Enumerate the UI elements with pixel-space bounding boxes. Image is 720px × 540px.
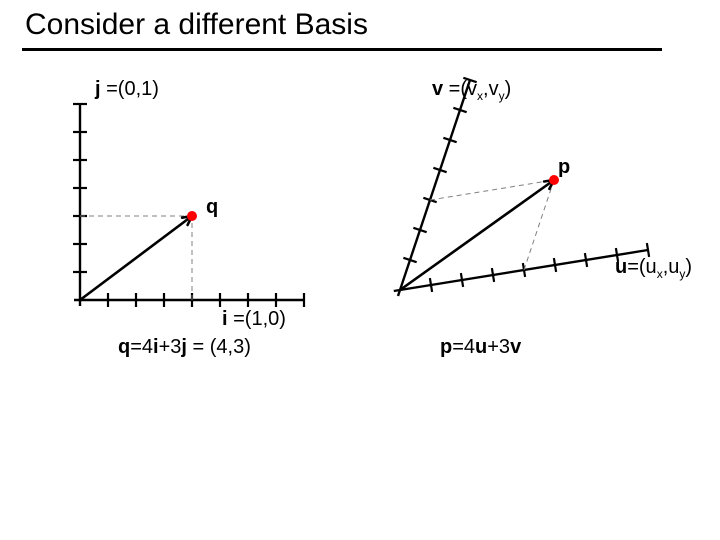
label-j: j =(0,1)	[95, 78, 159, 101]
equation-right: p=4u+3v	[440, 336, 521, 359]
page-title: Consider a different Basis	[25, 8, 368, 42]
label-u: u=(ux,uy)	[615, 256, 692, 281]
label-p: p	[558, 156, 570, 179]
equation-left: q=4i+3j = (4,3)	[118, 336, 251, 359]
label-q: q	[206, 196, 218, 219]
label-v: v =(vx,vy)	[432, 78, 511, 103]
right-diagram-svg	[370, 60, 690, 320]
left-diagram: j =(0,1) q i =(1,0)	[60, 60, 340, 320]
title-rule	[22, 48, 662, 51]
right-diagram: v =(vx,vy) p u=(ux,uy)	[370, 60, 690, 320]
label-i: i =(1,0)	[222, 308, 286, 331]
